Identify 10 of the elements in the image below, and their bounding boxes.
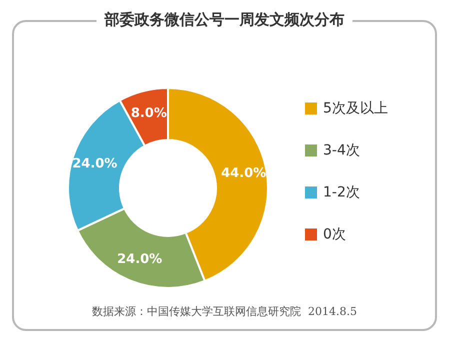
source-note: 数据来源：中国传媒大学互联网信息研究院 2014.8.5 xyxy=(92,305,357,318)
data-label: 24.0% xyxy=(117,252,162,268)
legend-label: 3-4次 xyxy=(323,142,360,158)
data-label: 8.0% xyxy=(130,106,167,121)
legend-label: 0次 xyxy=(323,226,346,242)
data-label: 24.0% xyxy=(72,156,118,172)
chart-title: 部委政务微信公号一周发文频次分布 xyxy=(104,10,344,28)
data-label: 44.0% xyxy=(221,166,266,182)
legend-label: 1-2次 xyxy=(323,184,360,200)
legend-label: 5次及以上 xyxy=(323,100,388,116)
